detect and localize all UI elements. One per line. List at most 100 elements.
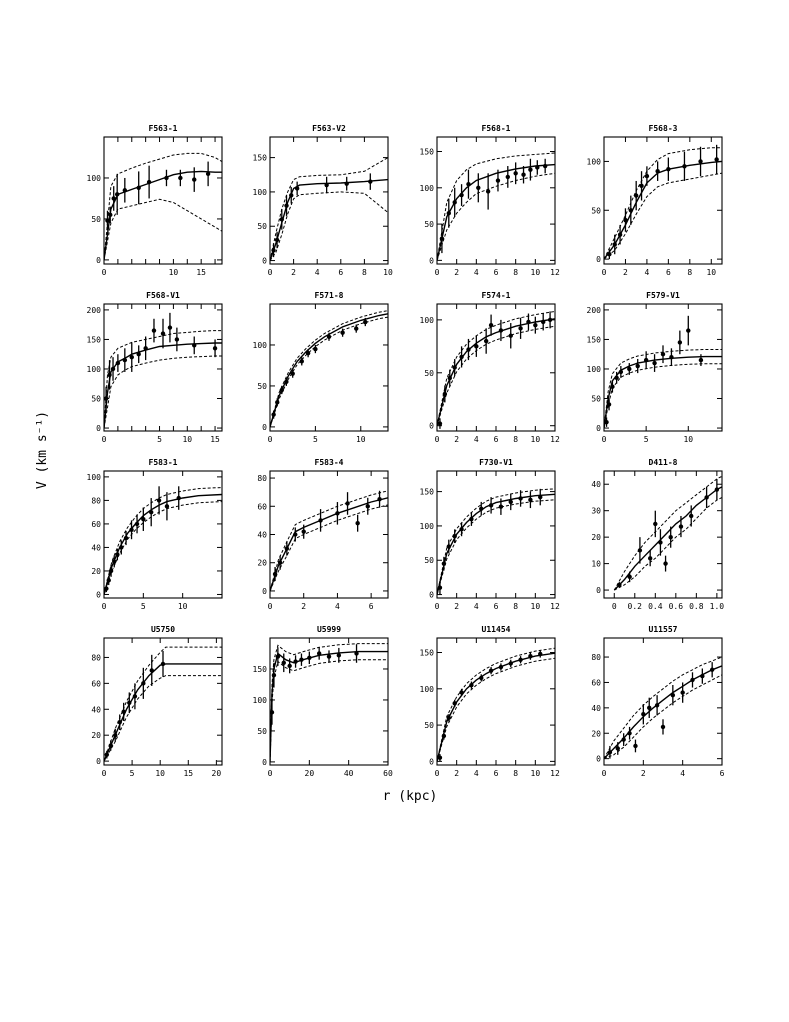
data-point xyxy=(633,193,639,198)
data-point xyxy=(627,574,632,580)
data-point xyxy=(459,690,464,695)
data-point xyxy=(498,504,504,509)
data-point xyxy=(495,178,501,183)
panel-frame xyxy=(269,136,389,265)
x-tick-label: 12 xyxy=(550,602,560,611)
y-tick-label: 150 xyxy=(420,148,435,157)
data-point xyxy=(437,421,443,426)
data-point xyxy=(469,682,474,688)
data-point xyxy=(488,503,494,508)
lower-bound-curve xyxy=(104,355,222,429)
x-tick-label: 10 xyxy=(531,602,541,611)
x-tick-label: 0 xyxy=(268,602,273,611)
data-point xyxy=(290,371,295,376)
x-tick-label: 0 xyxy=(602,769,607,778)
y-tick-label: 50 xyxy=(424,556,434,565)
x-tick-label: 0 xyxy=(102,769,107,778)
x-tick-label: 6 xyxy=(338,268,343,277)
y-tick-label: 60 xyxy=(91,679,101,688)
x-tick-label: 8 xyxy=(687,268,692,277)
data-point xyxy=(284,379,289,385)
x-tick-label: 5 xyxy=(141,602,146,611)
data-point xyxy=(439,236,445,241)
data-point xyxy=(274,237,280,243)
data-point xyxy=(167,325,173,330)
fit-curve xyxy=(604,665,722,760)
data-point xyxy=(305,350,311,356)
y-tick-label: 50 xyxy=(257,222,267,231)
data-point xyxy=(479,675,484,681)
y-tick-label: 100 xyxy=(87,473,102,482)
y-tick-label: 20 xyxy=(591,533,601,542)
data-point xyxy=(345,501,350,506)
panel-title: F583-4 xyxy=(315,458,344,467)
data-point xyxy=(526,319,531,325)
data-point xyxy=(621,737,626,742)
y-tick-label: 100 xyxy=(420,685,435,694)
y-tick-label: 40 xyxy=(591,704,601,713)
y-tick-label: 50 xyxy=(591,206,601,215)
y-tick-label: 0 xyxy=(96,590,101,599)
data-point xyxy=(156,498,162,503)
x-tick-label: 2 xyxy=(291,268,296,277)
fit-curve xyxy=(437,652,555,762)
x-tick-label: 0.4 xyxy=(648,602,663,611)
y-tick-label: 150 xyxy=(253,154,268,163)
data-point xyxy=(441,561,447,566)
data-point xyxy=(635,363,640,369)
data-point xyxy=(459,527,464,532)
x-tick-label: 6 xyxy=(494,435,499,444)
panel-frame xyxy=(603,470,723,599)
data-point xyxy=(643,357,649,363)
y-tick-label: 100 xyxy=(87,174,102,183)
data-point xyxy=(607,252,612,257)
x-tick-label: 5 xyxy=(157,435,162,444)
data-point xyxy=(271,412,276,417)
panel-plot-area xyxy=(437,488,555,595)
panel-frame xyxy=(103,136,223,265)
y-tick-label: 20 xyxy=(91,567,101,576)
panel-frame xyxy=(269,637,389,766)
y-tick-label: 0 xyxy=(96,256,101,265)
data-point xyxy=(610,384,615,389)
data-point xyxy=(164,175,169,181)
x-tick-label: 10 xyxy=(683,435,693,444)
data-point xyxy=(485,189,491,194)
x-tick-label: 8 xyxy=(513,435,518,444)
data-point xyxy=(663,561,668,566)
data-point xyxy=(437,755,443,760)
y-tick-label: 100 xyxy=(253,341,268,350)
fit-curve xyxy=(437,493,555,595)
panel-title: F579-V1 xyxy=(646,291,680,300)
data-point xyxy=(474,344,479,349)
x-tick-label: 2 xyxy=(301,602,306,611)
upper-bound-curve xyxy=(437,488,555,595)
data-point xyxy=(113,732,118,738)
data-point xyxy=(542,163,548,169)
fit-curve xyxy=(104,342,222,429)
fit-curve xyxy=(613,486,722,591)
x-tick-label: 4 xyxy=(474,268,479,277)
data-point xyxy=(655,168,660,174)
data-point xyxy=(660,724,666,730)
data-point xyxy=(326,334,332,339)
data-point xyxy=(669,354,674,360)
lower-bound-curve xyxy=(437,325,555,426)
data-point xyxy=(508,661,513,666)
data-point xyxy=(479,506,484,511)
lower-bound-curve xyxy=(604,674,722,760)
data-point xyxy=(129,527,134,532)
data-point xyxy=(115,552,120,557)
data-point xyxy=(607,750,613,755)
fit-curve xyxy=(604,160,722,260)
panel-title: F583-1 xyxy=(149,458,178,467)
data-point xyxy=(670,692,676,698)
data-point xyxy=(365,504,370,509)
data-point xyxy=(644,173,650,179)
upper-bound-curve xyxy=(437,152,555,261)
data-point xyxy=(541,319,546,325)
panel-plot-area xyxy=(604,315,722,429)
upper-bound-curve xyxy=(104,646,222,762)
